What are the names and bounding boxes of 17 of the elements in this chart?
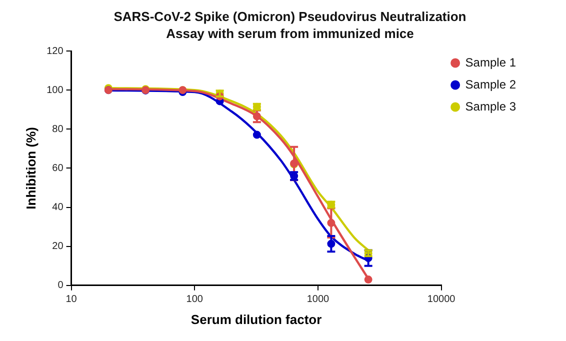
y-tick-label: 60: [52, 162, 64, 174]
legend-label: Sample 1: [465, 55, 516, 70]
chart-title: SARS-CoV-2 Spike (Omicron) Pseudovirus Neutralization Assay with serum from immunized mice: [112, 8, 468, 42]
legend-label: Sample 2: [465, 77, 516, 92]
y-tick-label: 0: [58, 280, 64, 292]
y-axis-title: Inhibition (%): [23, 127, 38, 210]
x-axis-title: Serum dilution factor: [190, 312, 322, 327]
y-tick-label: 40: [52, 202, 64, 214]
y-tick-label: 100: [46, 84, 64, 96]
x-tick-label: 10000: [427, 294, 456, 306]
x-tick-label: 10: [66, 294, 78, 306]
legend-label: Sample 3: [465, 99, 516, 114]
y-tick-label: 120: [46, 46, 64, 57]
y-tick-label: 20: [52, 241, 64, 252]
x-tick-label: 1000: [306, 294, 330, 306]
y-tick-label: 80: [52, 124, 64, 135]
x-tick-label: 100: [186, 294, 204, 306]
